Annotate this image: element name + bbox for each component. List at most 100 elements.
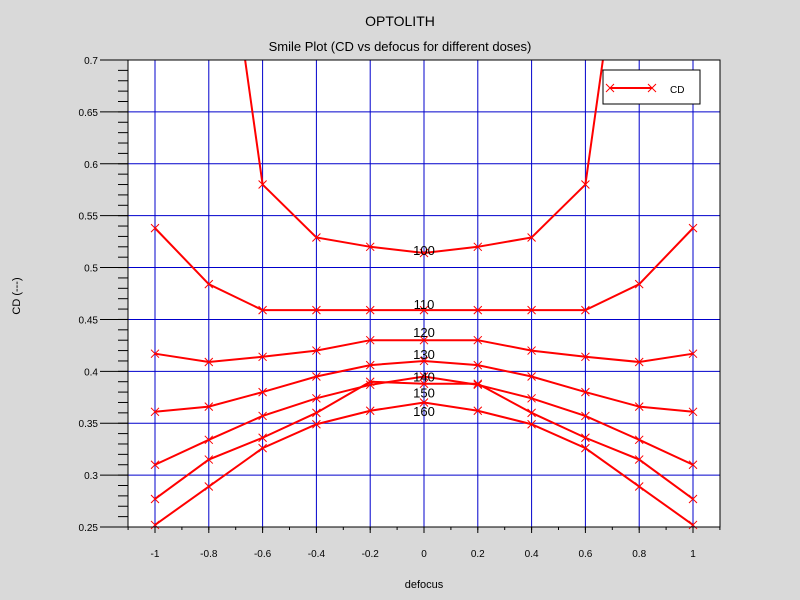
data-point-140 (688, 460, 698, 470)
data-point-160 (581, 443, 590, 453)
legend-marker-right (647, 83, 657, 93)
x-tick-label: 0 (421, 549, 427, 560)
curve-label-140: 140 (413, 370, 435, 385)
data-point-130 (258, 387, 267, 397)
data-point-110 (581, 305, 590, 315)
data-point-130 (150, 407, 160, 417)
y-tick-label: 0.55 (79, 212, 99, 223)
data-point-130 (527, 372, 536, 381)
curve-label-100: 100 (413, 243, 435, 258)
data-point-100 (527, 233, 536, 242)
data-point-100 (258, 180, 267, 189)
data-point-130 (688, 407, 698, 417)
data-point-150 (527, 408, 536, 418)
data-point-160 (365, 406, 375, 416)
y-tick-label: 0.45 (79, 315, 99, 326)
curve-label-150: 150 (413, 385, 435, 400)
legend: CD (602, 69, 701, 105)
data-point-140 (419, 372, 429, 381)
data-point-160 (419, 398, 429, 407)
data-point-150 (419, 379, 429, 389)
data-point-110 (258, 305, 267, 315)
x-tick-label: 0.2 (471, 549, 485, 560)
y-tick-label: 0.6 (84, 160, 98, 171)
data-point-140 (634, 435, 644, 445)
data-point-140 (204, 435, 214, 445)
data-point-150 (473, 379, 483, 389)
data-point-110 (473, 305, 483, 315)
data-point-140 (527, 393, 536, 403)
data-point-120 (473, 335, 483, 345)
x-tick-label: -0.8 (200, 549, 218, 560)
axis-ticks: -1 -0.8 -0.6 -0.4 -0.2 0 0.2 0.4 0.6 0.8 1 0.25 0.3 0… (79, 56, 721, 560)
data-point-130 (581, 387, 590, 397)
y-tick-label: 0.35 (79, 419, 99, 430)
x-tick-label: -0.4 (308, 549, 326, 560)
grid-lines (128, 59, 720, 528)
legend-marker-left (605, 83, 615, 93)
data-point-120 (688, 349, 698, 359)
data-point-160 (258, 443, 267, 453)
data-point-110 (150, 223, 160, 233)
y-tick-label: 0.5 (84, 264, 98, 275)
curve-label-160: 160 (413, 404, 435, 419)
data-point-140 (150, 460, 160, 470)
data-point-140 (312, 393, 321, 403)
plot-frame (127, 59, 721, 528)
data-point-120 (419, 335, 429, 345)
y-tick-label: 0.25 (79, 523, 99, 534)
x-axis-label: defocus (405, 579, 444, 591)
app-title: OPTOLITH (365, 13, 435, 29)
x-tick-label: -0.2 (362, 549, 380, 560)
y-tick-label: 0.4 (84, 367, 98, 378)
data-point-120 (634, 357, 644, 367)
y-axis-label: CD (---) (11, 277, 23, 314)
data-point-100 (419, 248, 429, 258)
data-point-160 (473, 406, 483, 416)
data-point-110 (365, 305, 375, 315)
data-point-160 (312, 419, 321, 429)
data-point-150 (150, 494, 160, 504)
data-point-120 (150, 349, 160, 359)
curve-label-110: 110 (414, 297, 435, 312)
data-point-130 (312, 372, 321, 381)
data-point-150 (258, 433, 267, 443)
data-point-130 (365, 360, 375, 370)
x-tick-label: 0.6 (578, 549, 592, 560)
data-point-100 (473, 242, 483, 252)
x-tick-label: 0.8 (632, 549, 646, 560)
data-point-140 (581, 411, 590, 421)
data-point-100 (312, 233, 321, 242)
curve-label-120: 120 (413, 325, 435, 340)
x-tick-label: -0.6 (254, 549, 272, 560)
x-tick-label: -1 (151, 549, 160, 560)
data-point-110 (419, 305, 429, 315)
curve-label-130: 130 (413, 347, 435, 362)
data-point-160 (688, 520, 698, 530)
data-point-150 (581, 433, 590, 443)
data-point-110 (312, 305, 321, 315)
x-tick-label: 1 (690, 549, 696, 560)
chart-title: Smile Plot (CD vs defocus for different … (269, 39, 532, 54)
legend-entry-cd: CD (670, 85, 684, 96)
data-point-130 (204, 402, 214, 411)
data-point-130 (634, 402, 644, 411)
data-point-130 (473, 360, 483, 370)
y-tick-label: 0.7 (84, 56, 98, 67)
data-point-120 (258, 352, 267, 362)
data-point-150 (634, 455, 644, 464)
data-point-120 (581, 352, 590, 362)
x-tick-label: 0.4 (525, 549, 539, 560)
data-point-160 (634, 482, 644, 491)
data-point-160 (204, 482, 214, 491)
data-point-110 (634, 279, 644, 289)
data-point-150 (688, 494, 698, 504)
data-point-100 (581, 180, 590, 189)
y-tick-label: 0.3 (84, 471, 98, 482)
series-lines (150, 59, 698, 530)
data-point-110 (527, 305, 536, 315)
data-point-100 (365, 242, 375, 252)
data-point-150 (204, 455, 214, 464)
